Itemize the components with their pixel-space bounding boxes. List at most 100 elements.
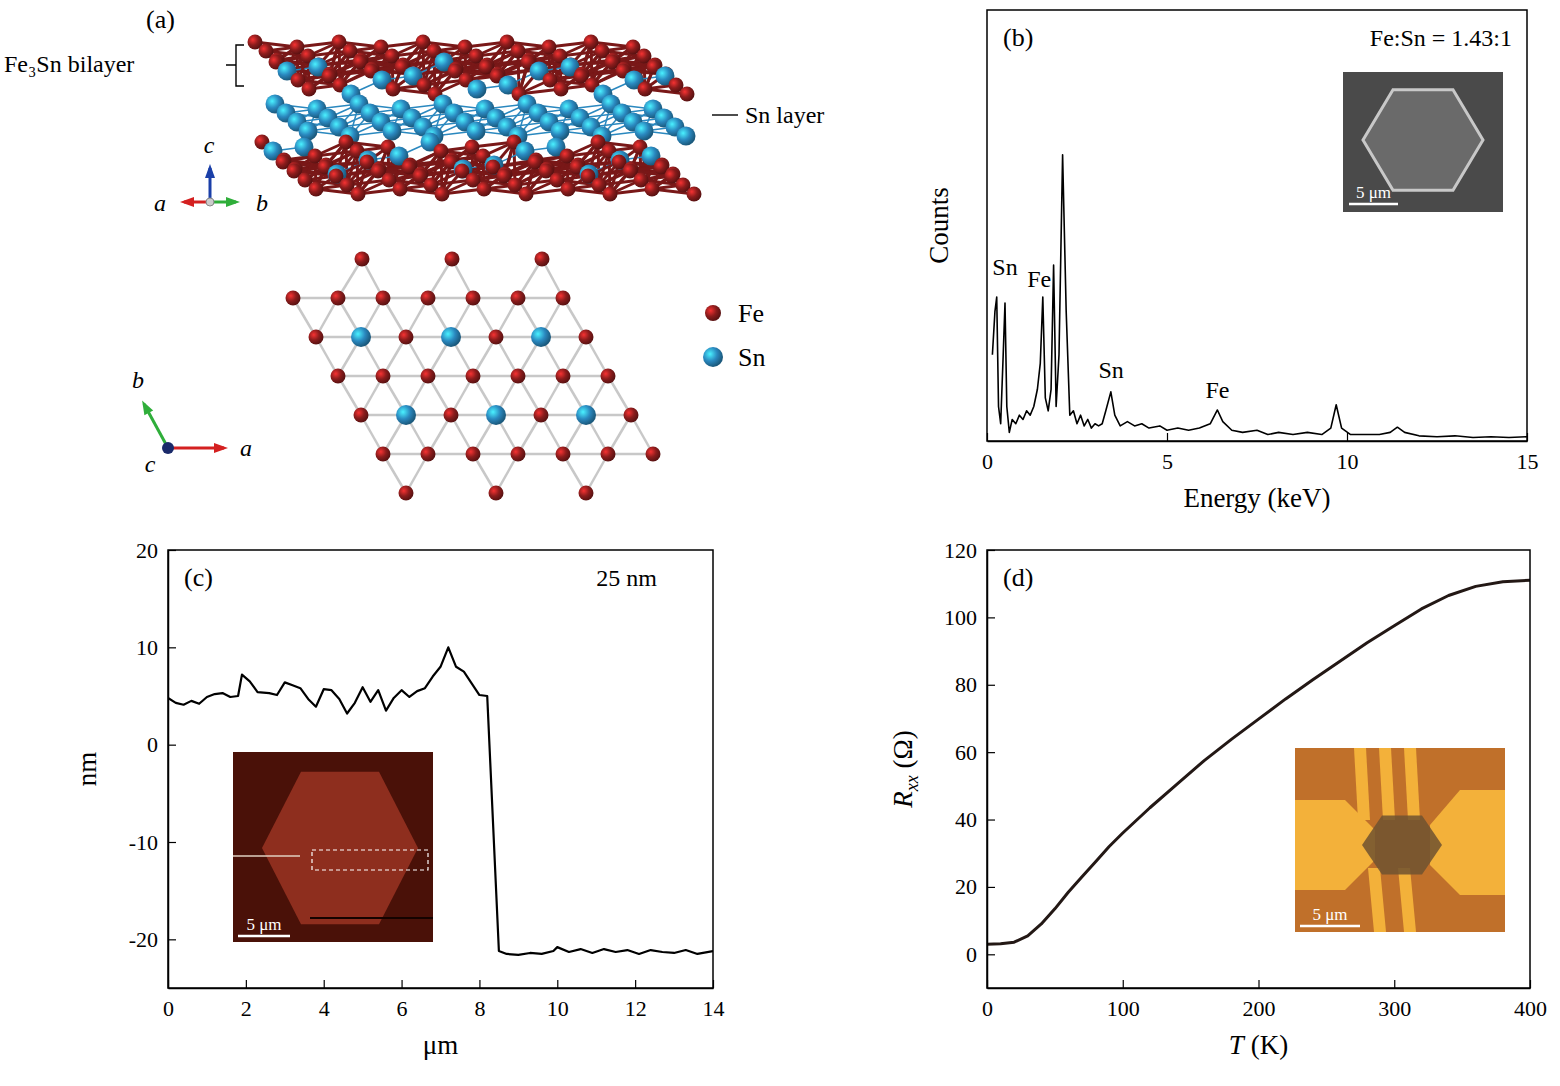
x-axis-title: Energy (keV): [1183, 483, 1330, 513]
sn-atom: [635, 122, 654, 141]
x-axis-title: T (K): [1229, 1030, 1288, 1060]
tick-label: 14: [703, 996, 725, 1021]
data-line: [168, 647, 713, 955]
tick-label: 6: [397, 996, 408, 1021]
side-view: [248, 35, 702, 202]
fe-atom: [519, 187, 534, 202]
scale-bar-label: 5 μm: [1356, 183, 1391, 202]
bilayer-label: Fe₃Sn bilayer: [4, 51, 134, 77]
scan-streak: [310, 917, 433, 919]
fe-atom: [687, 187, 702, 202]
label-part: R: [888, 791, 918, 809]
axis-direction-label: b: [256, 190, 268, 216]
fe-atom: [399, 330, 414, 345]
fe-atom: [511, 369, 526, 384]
electrode: [1430, 790, 1505, 895]
tick: 2: [241, 980, 252, 1021]
fe-atom: [376, 291, 391, 306]
sn-atom: [468, 80, 487, 99]
annotation: Fe:Sn = 1.43:1: [1370, 25, 1512, 51]
inset-background: [1343, 72, 1503, 212]
arrow-head: [142, 400, 153, 415]
scan-streak: [233, 855, 300, 857]
top-view: [286, 252, 661, 501]
fe-atom: [354, 408, 369, 423]
tick-mark: [168, 550, 176, 551]
inset-image: 5 μm: [233, 752, 433, 942]
axis-line: [168, 551, 170, 989]
axis-line: [169, 988, 714, 990]
fe-atom: [351, 187, 366, 202]
tick-mark: [987, 433, 988, 441]
legend-label: Sn: [738, 343, 765, 372]
scale-bar: [1349, 203, 1398, 206]
tick-label: 300: [1378, 996, 1411, 1021]
inset-image: 5 μm: [1343, 72, 1503, 212]
tick-mark: [246, 980, 247, 988]
tick-mark: [987, 752, 995, 753]
tick: 120: [944, 538, 995, 563]
y-axis-title: nm: [72, 752, 102, 787]
panel-label: (d): [1003, 563, 1033, 592]
tick-mark: [1123, 980, 1124, 988]
fe-atom: [601, 447, 616, 462]
tick-label: 2: [241, 996, 252, 1021]
tick-mark: [324, 980, 325, 988]
tick-mark: [168, 842, 176, 843]
tick: 0: [147, 732, 176, 757]
tick-label: 0: [163, 996, 174, 1021]
sn-atom: [467, 122, 486, 141]
electrode: [1379, 748, 1395, 820]
tick-label: 40: [955, 807, 977, 832]
fe-atom: [309, 182, 324, 197]
fe-atom: [554, 82, 569, 97]
fe-atom: [466, 447, 481, 462]
legend-label: Fe: [738, 299, 764, 328]
fe-atom: [535, 252, 550, 267]
fe-atom: [444, 408, 459, 423]
tick-mark: [1527, 433, 1528, 441]
electrode: [1354, 748, 1370, 820]
flake: [1362, 816, 1442, 875]
tick-mark: [987, 887, 995, 888]
side-axes: cab: [154, 132, 268, 216]
fe-atom: [331, 369, 346, 384]
tick: 100: [944, 605, 995, 630]
tick-label: 0: [982, 996, 993, 1021]
axis-direction-label: c: [145, 451, 156, 477]
axis-direction-label: a: [240, 435, 252, 461]
panel-label: (b): [1003, 23, 1033, 52]
plot-area: [168, 647, 713, 955]
tick-label: 5: [1162, 449, 1173, 474]
tick-mark: [168, 647, 176, 648]
tick-mark: [401, 980, 402, 988]
sn-atom: [551, 122, 570, 141]
fe-atom: [393, 182, 408, 197]
tick-mark: [1258, 980, 1259, 988]
scale-bar-label: 5 μm: [1312, 905, 1347, 924]
tick-mark: [557, 980, 558, 988]
arrow-head: [226, 197, 240, 207]
sn-atom: [396, 405, 416, 425]
chart-panel: 5 μm0100200300400020406080100120T (K)Rxx…: [888, 538, 1547, 1060]
tick-label: 8: [474, 996, 485, 1021]
scale-bar: [1300, 925, 1360, 928]
fe-atom: [579, 330, 594, 345]
tick-label: 10: [547, 996, 569, 1021]
sn-atom: [486, 405, 506, 425]
tick-mark: [168, 745, 176, 746]
plot-frame: [168, 550, 713, 988]
fe-atom: [511, 291, 526, 306]
tick-label: 0: [147, 732, 158, 757]
tick-label: 100: [944, 605, 977, 630]
fe-atom: [534, 408, 549, 423]
fe-atom: [477, 182, 492, 197]
annotation: 25 nm: [596, 565, 657, 591]
inset-image: 5 μm: [1295, 748, 1505, 932]
tick-mark: [168, 939, 176, 940]
tick: 5: [1162, 433, 1173, 474]
axis-line: [988, 441, 1528, 443]
fe-atom: [309, 330, 324, 345]
chart-panel: 5 μm051015Energy (keV)Counts(b)Fe:Sn = 1…: [924, 10, 1539, 513]
axis-line: [987, 551, 989, 989]
